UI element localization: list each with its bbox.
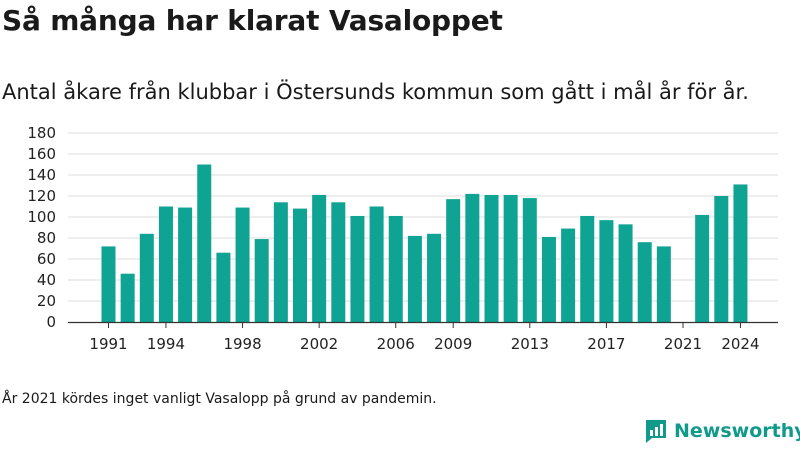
x-tick-label-1994: 1994 — [147, 335, 185, 353]
bar-2022 — [695, 214, 710, 322]
x-tick-label-2002: 2002 — [300, 335, 338, 353]
y-axis-ticks: 0 20 40 60 80 100 120 140 160 180 — [27, 124, 56, 331]
bar-1995 — [178, 207, 193, 322]
x-tick-label-2006: 2006 — [377, 335, 415, 353]
bar-2020 — [656, 246, 671, 322]
bar-2014 — [541, 236, 556, 322]
y-tick-label-140: 140 — [27, 166, 56, 184]
x-tick-label-2017: 2017 — [587, 335, 625, 353]
y-tick-label-60: 60 — [37, 250, 56, 268]
x-tick-label-2009: 2009 — [434, 335, 472, 353]
bar-2005 — [369, 206, 384, 322]
y-tick-label-120: 120 — [27, 187, 56, 205]
bar-2001 — [293, 208, 307, 322]
bar-1992 — [120, 273, 135, 322]
bar-1994 — [158, 206, 173, 322]
bar-2004 — [350, 215, 365, 322]
x-tick-label-2024: 2024 — [721, 335, 759, 353]
bar-2015 — [561, 228, 576, 322]
newsworthy-logo-icon — [646, 420, 666, 443]
x-tick-label-1998: 1998 — [223, 335, 261, 353]
bar-1996 — [197, 164, 212, 322]
bar-1997 — [216, 252, 231, 322]
bar-2002 — [312, 194, 327, 322]
footnote: År 2021 kördes inget vanligt Vasalopp på… — [2, 391, 437, 407]
x-axis: 1991 1994 1998 2002 2006 2009 2013 2017 2021 2024 — [68, 321, 778, 353]
bar-2003 — [331, 202, 346, 322]
bar-1991 — [101, 246, 116, 322]
bar-2013 — [522, 198, 537, 322]
bar-1999 — [254, 239, 269, 322]
bar-2018 — [618, 224, 633, 322]
y-tick-label-100: 100 — [27, 208, 56, 226]
x-tick-label-2013: 2013 — [511, 335, 549, 353]
bar-2007 — [407, 235, 422, 322]
gridlines — [68, 132, 778, 302]
x-tick-label-1991: 1991 — [89, 335, 127, 353]
y-tick-label-20: 20 — [37, 292, 56, 310]
brand-logo: Newsworthy — [644, 418, 800, 444]
bar-2008 — [427, 233, 442, 322]
bar-2006 — [388, 215, 403, 322]
bar-2023 — [714, 196, 729, 322]
bar-2011 — [484, 194, 499, 322]
bar-2000 — [273, 202, 288, 322]
y-tick-label-40: 40 — [37, 271, 56, 289]
bar-2017 — [599, 220, 614, 322]
bar-1993 — [139, 233, 154, 322]
brand-name: Newsworthy — [674, 420, 800, 442]
bar-2010 — [465, 193, 480, 322]
bar-series — [101, 164, 748, 322]
bar-2019 — [637, 242, 652, 322]
bar-2009 — [446, 199, 461, 322]
y-tick-label-180: 180 — [27, 124, 56, 142]
chart-title: Så många har klarat Vasaloppet — [2, 4, 503, 37]
x-tick-label-2021: 2021 — [664, 335, 702, 353]
y-tick-label-160: 160 — [27, 145, 56, 163]
bar-2024 — [733, 184, 748, 322]
bar-2012 — [503, 194, 518, 322]
y-tick-label-0: 0 — [46, 313, 56, 331]
bar-2016 — [580, 215, 595, 322]
bar-1998 — [235, 207, 250, 322]
chart-subtitle: Antal åkare från klubbar i Östersunds ko… — [2, 80, 749, 104]
y-tick-label-80: 80 — [37, 229, 56, 247]
